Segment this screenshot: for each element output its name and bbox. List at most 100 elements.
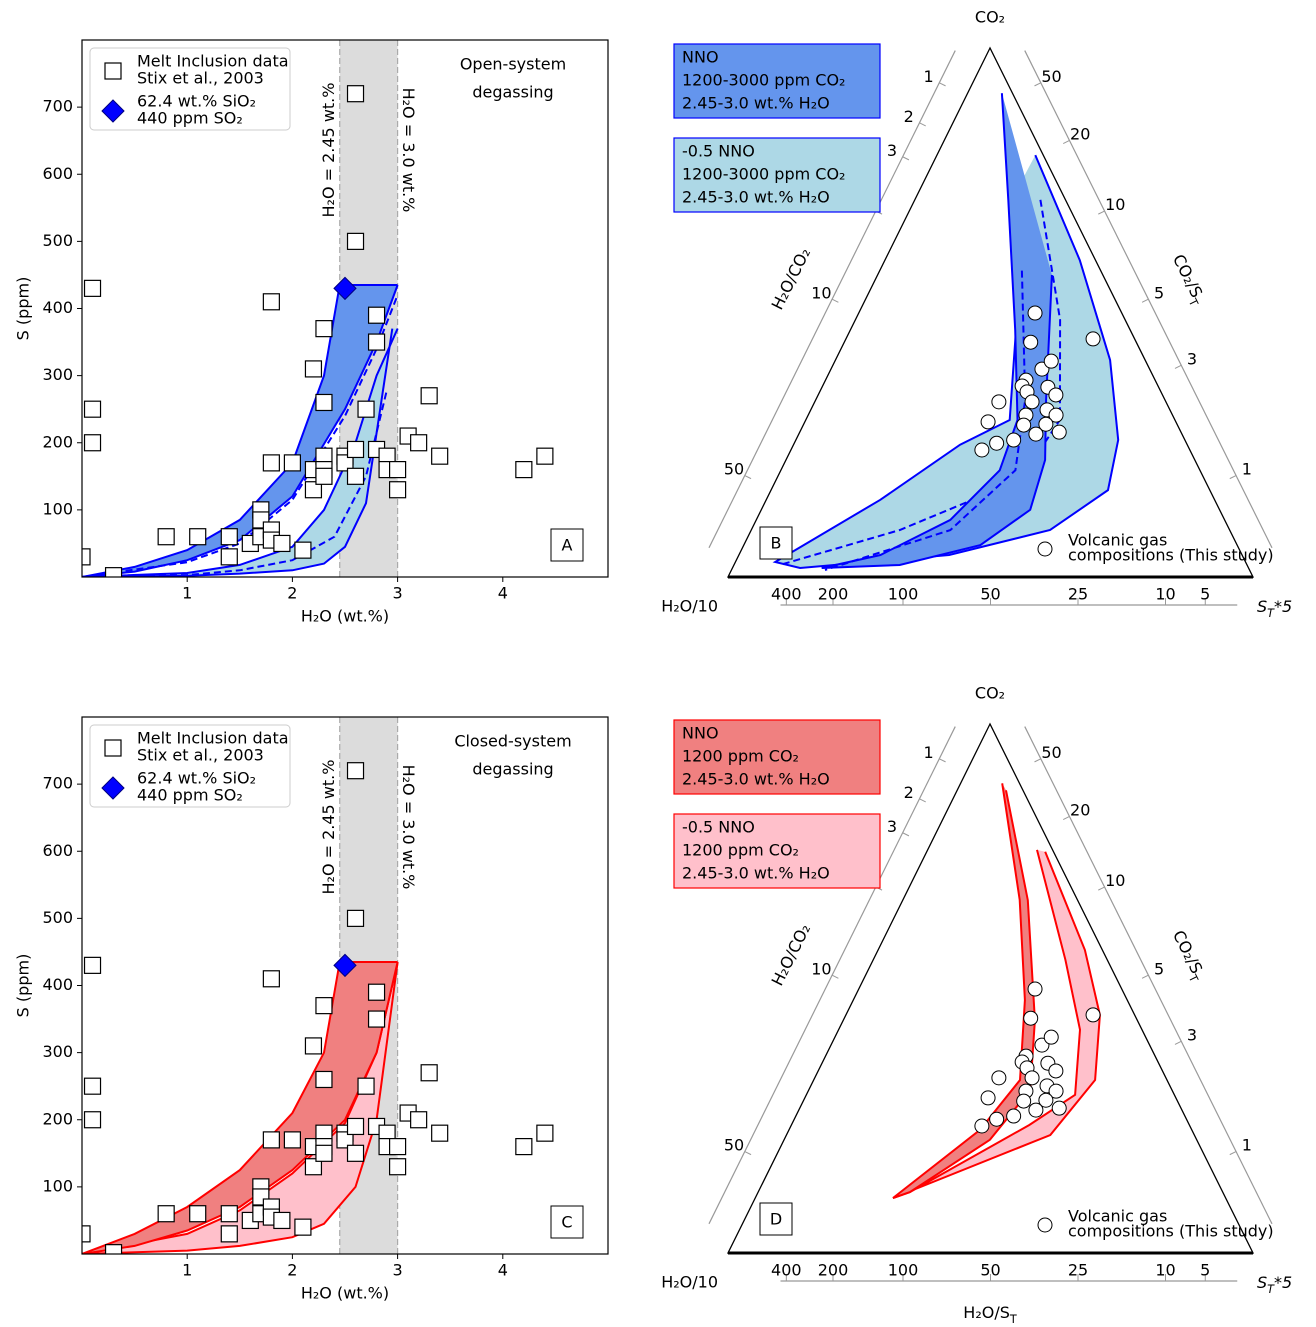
data-point xyxy=(315,393,333,412)
data-point xyxy=(283,1131,301,1149)
axis-tick-label: 100 xyxy=(888,1261,919,1280)
vertex-label-part: S xyxy=(1257,1273,1267,1292)
axis-tick xyxy=(919,122,926,127)
y-axis-label: S (ppm) xyxy=(14,954,33,1018)
gas-point xyxy=(1016,417,1032,433)
axis-tick-label: 400 xyxy=(771,585,802,604)
axis-tick-label: 25 xyxy=(1068,1261,1088,1280)
data-point xyxy=(346,85,365,103)
data-point xyxy=(336,454,354,472)
data-point xyxy=(262,1131,280,1149)
band-dashed xyxy=(824,270,1027,571)
data-point xyxy=(262,454,280,472)
range-label: H₂O = 2.45 wt.% xyxy=(319,83,338,218)
x-tick-label: 1 xyxy=(182,1261,192,1280)
axis-tick xyxy=(902,156,910,161)
data-point xyxy=(367,333,386,351)
axis-tick xyxy=(744,475,752,480)
gas-point xyxy=(1027,981,1043,997)
data-point xyxy=(336,1131,354,1149)
data-point xyxy=(420,1064,438,1082)
legend-marker xyxy=(1037,541,1053,557)
data-point xyxy=(420,387,438,405)
legend-box xyxy=(673,719,881,795)
legend-label: 1200-3000 ppm CO₂ xyxy=(682,165,845,184)
panel-label: D xyxy=(770,1210,782,1229)
gas-point xyxy=(1023,1010,1039,1026)
gas-point xyxy=(1048,387,1064,403)
data-point xyxy=(367,983,386,1001)
legend-label: 440 ppm SO₂ xyxy=(137,786,243,805)
y-tick-label: 700 xyxy=(42,97,73,116)
data-point xyxy=(189,1205,207,1223)
legend-label: 1200 ppm CO₂ xyxy=(682,841,799,860)
gas-point xyxy=(1048,1083,1064,1099)
legend-label: 1200 ppm CO₂ xyxy=(682,747,799,766)
axis-tick-label: 5 xyxy=(1200,585,1210,604)
axis-tick-label: 5 xyxy=(1200,1261,1210,1280)
data-point xyxy=(262,970,280,988)
band-dashed xyxy=(82,388,389,577)
band xyxy=(892,783,1036,1199)
vertex-label: ST*5 xyxy=(1257,1273,1292,1296)
x-axis-label: H₂O (wt.%) xyxy=(301,1284,389,1303)
axis-tick xyxy=(919,798,926,803)
band xyxy=(892,849,1101,1199)
data-point xyxy=(315,1070,333,1089)
gas-point xyxy=(991,394,1007,410)
gas-point xyxy=(1048,1063,1064,1079)
gas-point xyxy=(1006,432,1022,448)
annotation: Open-system xyxy=(460,55,566,74)
legend-label: 440 ppm SO₂ xyxy=(137,109,243,128)
panel-label-box xyxy=(759,526,793,560)
vertex-label-part: *5 xyxy=(1274,597,1292,616)
data-point xyxy=(515,461,533,479)
data-point xyxy=(333,276,357,301)
data-point xyxy=(346,909,365,927)
data-point xyxy=(273,1211,291,1230)
y-tick-label: 200 xyxy=(42,1109,73,1128)
data-point xyxy=(304,360,323,378)
data-point xyxy=(315,467,333,485)
legend-label: 2.45-3.0 wt.% H₂O xyxy=(682,770,830,789)
gas-point xyxy=(1038,1092,1054,1108)
data-point xyxy=(83,279,102,297)
axis-tick xyxy=(1098,886,1105,891)
legend-label: 2.45-3.0 wt.% H₂O xyxy=(682,188,830,207)
axis-tick xyxy=(939,82,946,87)
axis-tick-label: 50 xyxy=(1041,743,1061,762)
data-point xyxy=(220,1225,238,1243)
data-point xyxy=(157,528,175,546)
data-point xyxy=(357,1077,375,1095)
vertex-label-part: *5 xyxy=(1274,1273,1292,1292)
gas-point xyxy=(1024,1070,1040,1086)
y-tick-label: 400 xyxy=(42,298,73,317)
gas-point xyxy=(989,435,1005,451)
data-point xyxy=(410,1111,428,1129)
axis-tick xyxy=(1141,974,1149,979)
data-point xyxy=(83,1111,102,1129)
axis-tick xyxy=(1098,210,1105,215)
data-point xyxy=(304,481,323,499)
data-point xyxy=(431,1124,449,1142)
vertex-label: CO₂ xyxy=(975,8,1005,27)
y-tick-label: 100 xyxy=(42,499,73,518)
axis-tick xyxy=(1174,1040,1182,1045)
y-tick-label: 500 xyxy=(42,231,73,250)
band xyxy=(772,154,1120,570)
data-point xyxy=(220,548,238,566)
data-point xyxy=(304,1158,323,1176)
axis-title: H₂O/ST xyxy=(963,1303,1017,1326)
gas-point xyxy=(1043,353,1059,369)
y-tick-label: 300 xyxy=(42,1042,73,1061)
vertex-label: H₂O/10 xyxy=(661,597,718,616)
data-point xyxy=(367,1010,386,1028)
data-point xyxy=(315,320,333,338)
data-point xyxy=(294,1218,312,1236)
range-label: H₂O = 3.0 wt.% xyxy=(399,765,418,890)
gas-point xyxy=(1006,1108,1022,1124)
data-point xyxy=(189,528,207,546)
y-tick-label: 600 xyxy=(42,841,73,860)
annotation: degassing xyxy=(472,760,553,779)
